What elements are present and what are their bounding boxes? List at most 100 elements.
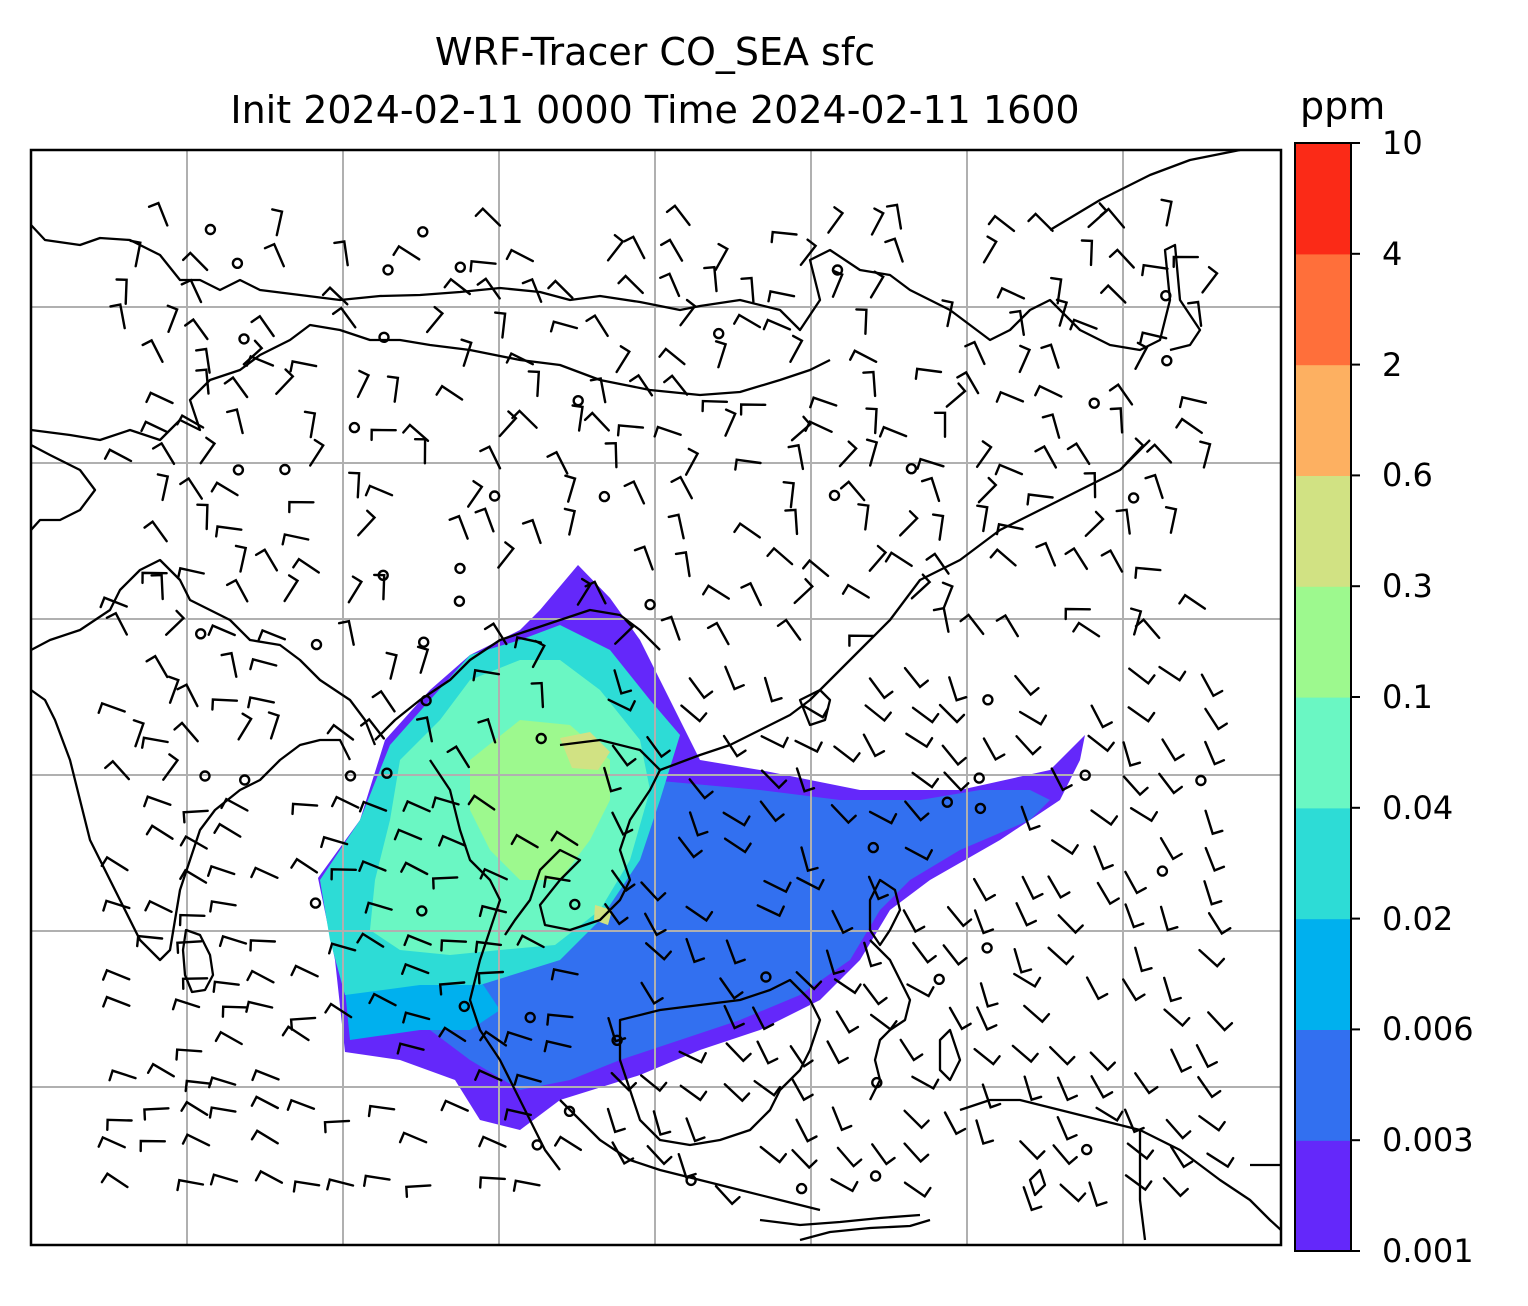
- calm-wind-circle: [685, 1174, 697, 1187]
- wind-barb: [862, 370, 877, 398]
- wind-barb: [516, 934, 545, 949]
- wind-barb: [1207, 912, 1232, 936]
- calm-wind-circle: [869, 1170, 882, 1182]
- wind-barb: [722, 734, 747, 758]
- wind-barb: [959, 613, 985, 636]
- wind-barb: [1204, 846, 1226, 872]
- wind-barb: [1027, 212, 1054, 232]
- wind-barb: [251, 1069, 280, 1082]
- wind-barb: [326, 723, 355, 741]
- wind-barb: [701, 399, 729, 413]
- wind-barb: [645, 942, 672, 961]
- wind-barb: [903, 1109, 930, 1130]
- calm-wind-circle: [458, 1000, 470, 1013]
- wind-barb: [348, 471, 361, 499]
- wind-barb: [184, 317, 209, 341]
- wind-barb: [182, 809, 209, 824]
- wind-barb: [271, 208, 284, 237]
- wind-barb: [385, 651, 398, 680]
- wind-barb: [799, 238, 818, 266]
- wind-barb: [1090, 809, 1119, 827]
- wind-barb: [976, 1006, 998, 1031]
- wind-barb: [938, 703, 966, 724]
- wind-barb: [497, 541, 515, 569]
- wind-barb: [167, 675, 180, 704]
- colorbar-segment-7: [1295, 364, 1351, 476]
- wind-barb: [321, 286, 349, 306]
- wind-barb: [1059, 1183, 1087, 1203]
- wind-barb: [1013, 972, 1042, 989]
- wind-barb: [179, 834, 208, 850]
- wind-barb: [1047, 946, 1075, 966]
- coastline-2: [31, 323, 831, 442]
- wind-barb: [973, 909, 995, 935]
- wind-barb: [115, 278, 128, 305]
- wind-barb: [102, 968, 131, 981]
- wind-barb: [324, 1002, 353, 1019]
- wind-barb: [1056, 1116, 1078, 1141]
- wind-barb: [1056, 1076, 1078, 1102]
- wind-barb: [249, 939, 277, 952]
- calm-wind-circle: [563, 1105, 576, 1118]
- wind-barb: [472, 668, 501, 682]
- calm-wind-circle: [488, 490, 501, 502]
- wind-barb: [863, 941, 882, 968]
- wind-barb: [1015, 902, 1037, 927]
- wind-barb: [181, 977, 209, 990]
- calm-wind-circle: [279, 463, 291, 476]
- wind-barb: [804, 420, 833, 433]
- wind-barb: [179, 868, 208, 884]
- wind-barb: [175, 1048, 203, 1061]
- coastline-7: [374, 608, 661, 741]
- wind-barb: [1069, 318, 1098, 331]
- wind-barb: [724, 408, 737, 437]
- wind-barb: [640, 881, 667, 902]
- wind-barb: [176, 940, 203, 954]
- colorbar-tick-label: 10: [1382, 124, 1423, 162]
- wind-barb: [104, 759, 130, 781]
- wind-barb: [550, 967, 579, 981]
- wind-barb: [611, 811, 634, 836]
- wind-barb: [210, 481, 239, 497]
- wind-barb: [289, 359, 318, 373]
- calm-wind-circle: [531, 1139, 543, 1151]
- wind-barb: [802, 558, 830, 578]
- wind-barb: [795, 971, 823, 991]
- wind-barb: [1161, 738, 1185, 762]
- wind-barb: [759, 800, 785, 823]
- wind-barb: [911, 771, 940, 789]
- wind-barb: [903, 1142, 930, 1164]
- wind-barb: [723, 1004, 745, 1030]
- calm-wind-circle: [238, 333, 250, 345]
- wind-barb: [1093, 845, 1114, 871]
- calm-wind-circle: [1160, 290, 1172, 302]
- wind-barb: [776, 618, 802, 641]
- wind-barb: [1128, 667, 1156, 685]
- coastline-1: [1049, 150, 1241, 231]
- wind-barb: [479, 1030, 508, 1047]
- chart-subtitle: Init 2024-02-11 0000 Time 2024-02-11 160…: [230, 88, 1080, 132]
- wind-barb: [615, 345, 631, 374]
- wind-barb: [498, 410, 518, 438]
- wind-barb: [1096, 881, 1120, 906]
- calm-wind-circle: [199, 770, 211, 782]
- wind-barb: [1187, 300, 1203, 327]
- wind-barb: [402, 799, 431, 813]
- calm-wind-circle: [204, 223, 217, 236]
- wind-barb: [833, 745, 861, 763]
- wind-barb: [667, 513, 685, 540]
- calm-wind-circle: [611, 1034, 623, 1047]
- wind-barb: [109, 303, 126, 330]
- wind-barb: [1122, 978, 1146, 1002]
- coastline-9: [504, 738, 662, 936]
- wind-barb: [403, 934, 432, 947]
- wind-barb: [443, 277, 471, 296]
- wind-barb: [401, 962, 430, 975]
- wind-barb: [1130, 607, 1143, 636]
- wind-barb: [870, 1013, 898, 1031]
- wind-barb: [855, 308, 868, 335]
- coastline-21: [1028, 1168, 1047, 1197]
- calm-wind-circle: [420, 694, 432, 707]
- wind-barb: [147, 201, 169, 227]
- wind-barb: [292, 557, 320, 574]
